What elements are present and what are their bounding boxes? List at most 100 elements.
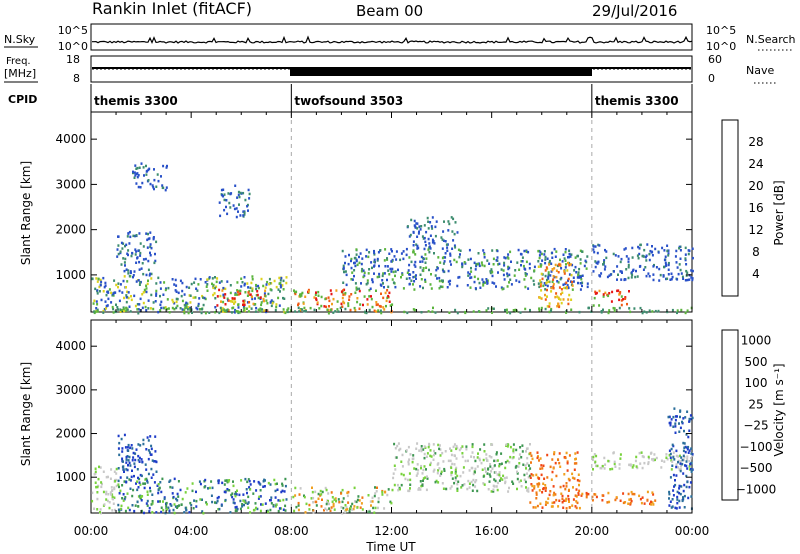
data-cell — [567, 494, 570, 498]
data-cell — [150, 503, 153, 506]
data-cell — [198, 480, 201, 483]
data-cell — [461, 265, 464, 269]
data-cell — [248, 486, 251, 489]
data-cell — [160, 300, 163, 304]
data-cell — [417, 232, 420, 235]
data-cell — [125, 306, 128, 310]
data-cell — [137, 308, 140, 311]
data-cell — [278, 276, 281, 280]
data-cell — [563, 270, 566, 273]
data-cell — [313, 296, 316, 299]
data-cell — [226, 212, 229, 216]
data-cell — [195, 490, 197, 494]
data-cell — [412, 275, 415, 279]
data-cell — [384, 291, 387, 295]
data-cell — [665, 453, 668, 456]
data-cell — [368, 295, 371, 298]
data-cell — [478, 457, 481, 461]
colorbar-tick-label: −500 — [740, 461, 773, 475]
data-cell — [111, 489, 113, 493]
data-cell — [666, 277, 669, 280]
data-cell — [571, 504, 574, 507]
data-cell — [171, 492, 174, 495]
data-cell — [122, 493, 125, 496]
data-cell — [106, 499, 109, 503]
data-cell — [476, 489, 479, 493]
data-cell — [561, 497, 564, 501]
data-cell — [498, 471, 501, 474]
data-cell — [548, 305, 551, 308]
data-cell — [427, 310, 430, 313]
data-cell — [558, 286, 561, 289]
data-cell — [576, 276, 579, 279]
data-cell — [683, 429, 685, 433]
data-cell — [427, 445, 430, 449]
data-cell — [178, 504, 181, 507]
data-cell — [117, 252, 120, 256]
x-tick-label: 20:00 — [575, 524, 610, 538]
data-cell — [373, 253, 376, 256]
data-cell — [596, 251, 599, 255]
data-cell — [688, 417, 691, 421]
data-cell — [324, 507, 327, 510]
data-cell — [282, 288, 285, 291]
data-cell — [257, 308, 260, 311]
data-cell — [294, 494, 297, 497]
data-cell — [426, 477, 429, 480]
data-cell — [566, 462, 569, 465]
data-cell — [224, 479, 227, 482]
data-cell — [151, 502, 154, 505]
data-cell — [592, 245, 595, 248]
data-cell — [639, 264, 642, 268]
data-cell — [142, 245, 145, 248]
data-cell — [159, 303, 162, 306]
data-cell — [630, 271, 633, 274]
data-cell — [147, 307, 150, 310]
data-cell — [685, 485, 688, 489]
data-cell — [129, 235, 132, 239]
data-cell — [619, 457, 622, 460]
data-cell — [366, 281, 369, 285]
data-cell — [456, 487, 459, 491]
data-cell — [145, 273, 148, 277]
data-cell — [456, 482, 459, 486]
data-cell — [353, 269, 356, 272]
data-cell — [131, 459, 134, 462]
data-cell — [358, 261, 361, 265]
data-cell — [433, 252, 435, 255]
data-cell — [466, 487, 469, 491]
data-cell — [474, 268, 477, 271]
data-cell — [651, 245, 653, 248]
data-cell — [476, 465, 479, 468]
data-cell — [162, 508, 165, 512]
data-cell — [155, 185, 158, 188]
data-cell — [354, 264, 357, 268]
data-cell — [176, 506, 179, 509]
data-cell — [192, 296, 195, 299]
data-cell — [363, 274, 366, 277]
data-cell — [557, 271, 560, 274]
data-cell — [123, 497, 126, 501]
data-cell — [649, 249, 652, 253]
data-cell — [551, 251, 554, 255]
data-cell — [137, 249, 140, 252]
data-cell — [585, 493, 588, 497]
data-cell — [376, 257, 379, 261]
data-cell — [506, 445, 509, 448]
freq-tick-top: 18 — [66, 53, 80, 66]
data-cell — [224, 287, 227, 291]
data-cell — [500, 452, 503, 455]
data-cell — [92, 302, 95, 305]
data-cell — [244, 198, 247, 202]
data-cell — [114, 480, 117, 483]
data-cell — [512, 443, 515, 446]
data-cell — [373, 272, 375, 275]
data-cell — [427, 220, 430, 223]
data-cell — [478, 281, 481, 285]
data-cell — [129, 271, 132, 274]
data-cell — [174, 289, 177, 292]
data-cell — [199, 482, 202, 486]
data-cell — [631, 273, 634, 277]
data-cell — [541, 277, 544, 281]
data-cell — [183, 311, 186, 315]
